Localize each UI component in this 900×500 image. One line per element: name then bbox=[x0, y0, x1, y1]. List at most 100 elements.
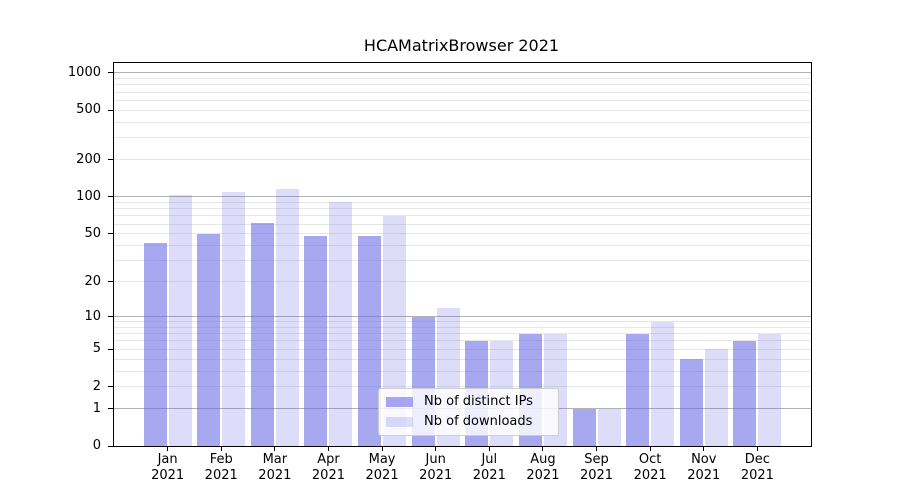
gridline-minor bbox=[114, 233, 811, 235]
bar-nb-of-downloads-apr bbox=[329, 202, 353, 446]
bar-nb-of-distinct-ips-apr bbox=[304, 235, 328, 446]
bar-nb-of-distinct-ips-nov bbox=[679, 359, 703, 446]
y-tick-1000 bbox=[108, 72, 113, 74]
bar-nb-of-distinct-ips-feb bbox=[197, 233, 221, 446]
x-tick-label-oct: Oct 2021 bbox=[633, 452, 667, 483]
x-tick-label-mar: Mar 2021 bbox=[258, 452, 292, 483]
y-tick-0 bbox=[108, 445, 113, 447]
x-tick-label-sep: Sep 2021 bbox=[579, 452, 614, 483]
bar-nb-of-downloads-feb bbox=[222, 191, 246, 446]
x-tick-oct bbox=[649, 446, 651, 451]
bar-nb-of-downloads-nov bbox=[704, 349, 728, 446]
gridline-minor bbox=[114, 281, 811, 283]
bar-nb-of-downloads-sep bbox=[597, 408, 621, 446]
legend: Nb of distinct IPs Nb of downloads bbox=[378, 388, 559, 436]
x-tick-label-dec: Dec 2021 bbox=[740, 452, 774, 483]
bar-nb-of-distinct-ips-jan bbox=[143, 242, 167, 446]
y-tick-100 bbox=[108, 196, 113, 198]
bar-nb-of-distinct-ips-may bbox=[358, 235, 382, 446]
gridline-minor bbox=[114, 159, 811, 161]
y-tick-2 bbox=[108, 386, 113, 388]
gridline-minor bbox=[114, 244, 811, 246]
gridline-minor bbox=[114, 109, 811, 111]
x-tick-apr bbox=[327, 446, 329, 451]
gridline-minor bbox=[114, 84, 811, 86]
y-tick-label-10: 10 bbox=[84, 308, 101, 324]
legend-label-downloads: Nb of downloads bbox=[424, 413, 533, 429]
y-tick-label-1: 1 bbox=[92, 400, 101, 416]
y-tick-50 bbox=[108, 233, 113, 235]
y-tick-label-200: 200 bbox=[76, 151, 101, 167]
x-tick-jan bbox=[167, 446, 169, 451]
gridline-minor bbox=[114, 370, 811, 372]
bar-nb-of-downloads-jan bbox=[168, 194, 192, 446]
y-axis-labels: 0 1 2 5 10 20 50 100 200 500 1000 bbox=[0, 63, 107, 452]
y-tick-label-0: 0 bbox=[92, 438, 101, 453]
bar-nb-of-distinct-ips-mar bbox=[250, 223, 274, 446]
x-tick-dec bbox=[756, 446, 758, 451]
chart-title: HCAMatrixBrowser 2021 bbox=[363, 36, 560, 55]
bar-nb-of-distinct-ips-sep bbox=[572, 408, 596, 446]
x-tick-label-jan: Jan 2021 bbox=[151, 452, 185, 483]
gridline-minor bbox=[114, 326, 811, 328]
gridline-minor bbox=[114, 223, 811, 225]
bar-nb-of-downloads-dec bbox=[758, 333, 782, 446]
x-tick-label-jun: Jun 2021 bbox=[419, 452, 453, 483]
bar-nb-of-distinct-ips-dec bbox=[733, 340, 757, 446]
x-tick-label-jul: Jul 2021 bbox=[472, 452, 506, 483]
y-tick-label-500: 500 bbox=[76, 102, 101, 118]
y-tick-label-100: 100 bbox=[76, 188, 101, 204]
y-tick-label-2: 2 bbox=[92, 378, 101, 394]
gridline-major bbox=[114, 196, 811, 198]
gridline-minor bbox=[114, 321, 811, 323]
gridline-major bbox=[114, 72, 811, 74]
legend-label-distinct-ips: Nb of distinct IPs bbox=[424, 394, 533, 410]
x-tick-feb bbox=[220, 446, 222, 451]
y-tick-1 bbox=[108, 408, 113, 410]
gridline-minor bbox=[114, 386, 811, 388]
legend-item-downloads: Nb of downloads bbox=[386, 414, 552, 430]
y-tick-200 bbox=[108, 159, 113, 161]
gridline-minor bbox=[114, 333, 811, 335]
gridline-minor bbox=[114, 340, 811, 342]
bar-nb-of-downloads-mar bbox=[275, 188, 299, 446]
gridline-minor bbox=[114, 137, 811, 139]
bar-nb-of-distinct-ips-oct bbox=[626, 333, 650, 446]
gridline-minor bbox=[114, 78, 811, 80]
x-tick-label-nov: Nov 2021 bbox=[687, 452, 721, 483]
legend-swatch-downloads bbox=[386, 416, 413, 427]
y-tick-label-5: 5 bbox=[92, 341, 101, 357]
gridline-minor bbox=[114, 99, 811, 101]
y-tick-10 bbox=[108, 316, 113, 317]
x-tick-jul bbox=[488, 446, 490, 451]
gridline-minor bbox=[114, 91, 811, 93]
gridline-minor bbox=[114, 121, 811, 123]
x-tick-label-aug: Aug 2021 bbox=[526, 452, 560, 483]
x-tick-may bbox=[381, 446, 383, 451]
x-tick-label-apr: Apr 2021 bbox=[311, 452, 345, 483]
gridline-minor bbox=[114, 348, 811, 350]
y-tick-label-20: 20 bbox=[84, 273, 101, 289]
x-tick-label-may: May 2021 bbox=[365, 452, 399, 483]
gridline-minor bbox=[114, 201, 811, 203]
legend-swatch-distinct-ips bbox=[386, 397, 413, 408]
y-tick-5 bbox=[108, 348, 113, 350]
x-axis-labels: Jan 2021 Feb 2021 Mar 2021 Apr 2021 May 2021 Jun 20… bbox=[114, 452, 811, 492]
x-tick-sep bbox=[596, 446, 598, 451]
bar-nb-of-downloads-oct bbox=[651, 321, 675, 446]
y-tick-label-1000: 1000 bbox=[67, 64, 101, 80]
x-tick-mar bbox=[274, 446, 276, 451]
y-tick-500 bbox=[108, 109, 113, 111]
legend-item-distinct-ips: Nb of distinct IPs bbox=[386, 394, 552, 410]
gridline-minor bbox=[114, 215, 811, 217]
x-tick-aug bbox=[542, 446, 544, 451]
y-tick-20 bbox=[108, 281, 113, 283]
x-tick-jun bbox=[435, 446, 437, 451]
y-tick-label-50: 50 bbox=[84, 225, 101, 241]
x-tick-label-feb: Feb 2021 bbox=[204, 452, 238, 483]
gridline-minor bbox=[114, 358, 811, 360]
gridline-minor bbox=[114, 208, 811, 210]
gridline-major bbox=[114, 316, 811, 317]
gridline-minor bbox=[114, 260, 811, 262]
